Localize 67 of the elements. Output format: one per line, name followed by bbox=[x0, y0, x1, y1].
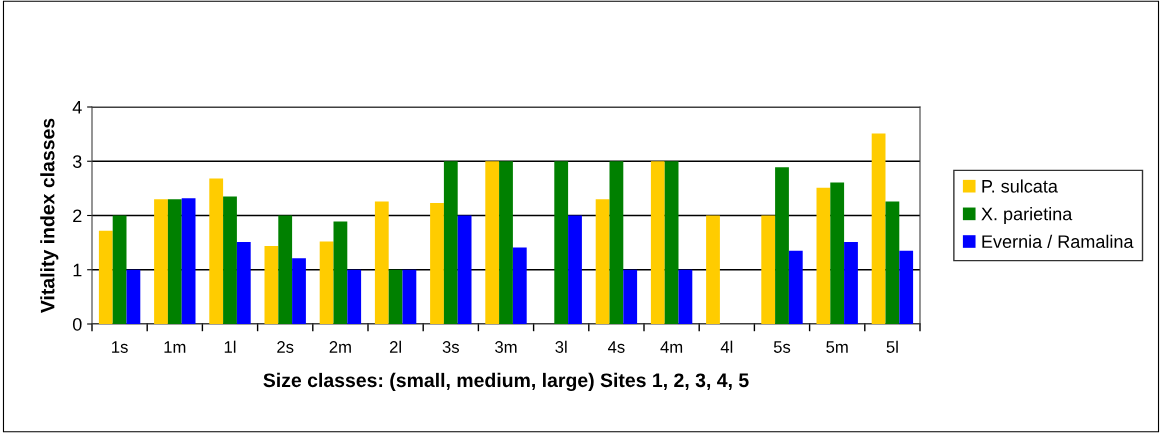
bar bbox=[443, 161, 458, 324]
y-tick-label: 1 bbox=[73, 263, 82, 277]
x-tick-label: 4m bbox=[660, 341, 683, 353]
y-tick-label: 2 bbox=[73, 209, 82, 223]
bar bbox=[595, 199, 610, 324]
x-tick-label: 1s bbox=[112, 341, 128, 353]
bar bbox=[278, 215, 293, 324]
bar bbox=[485, 161, 500, 324]
bar bbox=[236, 242, 251, 324]
bar bbox=[623, 269, 638, 324]
bar bbox=[126, 269, 141, 324]
bar bbox=[181, 198, 196, 324]
x-tick-label: 5l bbox=[886, 340, 898, 353]
bar bbox=[98, 230, 113, 324]
bar bbox=[678, 269, 693, 324]
bar bbox=[664, 161, 679, 324]
x-axis-title: Size classes: (small, medium, large) Sites 1, 2, 3, 4, 5 bbox=[263, 372, 749, 392]
bar bbox=[167, 199, 182, 324]
bar bbox=[292, 258, 306, 324]
y-tick-label: 0 bbox=[72, 317, 82, 331]
legend-label: X. parietina bbox=[981, 207, 1073, 224]
bar bbox=[830, 182, 845, 324]
x-tick-label: 5m bbox=[826, 341, 848, 353]
x-tick-label: 3l bbox=[555, 340, 567, 353]
x-tick-label: 4s bbox=[607, 341, 625, 353]
bar bbox=[333, 221, 348, 324]
legend-label: P. sulcata bbox=[982, 179, 1058, 193]
y-tick-label: 4 bbox=[72, 101, 82, 114]
bar bbox=[430, 203, 444, 324]
bar bbox=[554, 161, 569, 324]
bar bbox=[706, 215, 720, 324]
bar bbox=[568, 215, 582, 324]
bar bbox=[816, 187, 831, 324]
bar bbox=[223, 196, 237, 324]
bar bbox=[374, 201, 389, 324]
bar bbox=[402, 269, 417, 324]
x-tick-label: 1m bbox=[164, 341, 186, 353]
bar bbox=[871, 133, 886, 324]
bar bbox=[154, 199, 168, 324]
bar bbox=[499, 161, 513, 324]
bar bbox=[775, 167, 789, 324]
bar bbox=[388, 269, 403, 324]
bar bbox=[609, 161, 624, 324]
x-tick-label: 2l bbox=[389, 340, 401, 353]
bar bbox=[264, 245, 279, 324]
y-axis-title: Vitality index classes bbox=[40, 118, 59, 313]
bar bbox=[899, 250, 914, 324]
x-tick-label: 4l bbox=[720, 340, 733, 353]
bar bbox=[844, 242, 858, 324]
x-tick-label: 3s bbox=[442, 341, 459, 353]
bar bbox=[761, 215, 776, 324]
bar bbox=[512, 247, 527, 324]
bar bbox=[457, 215, 472, 324]
y-tick-label: 3 bbox=[72, 155, 82, 168]
bar bbox=[112, 215, 127, 324]
bar bbox=[347, 269, 362, 324]
x-tick-label: 2m bbox=[329, 341, 351, 353]
bar bbox=[650, 161, 665, 324]
x-tick-label: 1l bbox=[224, 340, 236, 353]
legend-label: Evernia / Ramalina bbox=[982, 234, 1134, 249]
bar bbox=[209, 178, 224, 324]
bar bbox=[319, 241, 334, 324]
bar bbox=[885, 201, 900, 324]
bar bbox=[788, 250, 803, 324]
x-tick-label: 2s bbox=[277, 341, 294, 353]
x-tick-label: 3m bbox=[495, 341, 517, 353]
x-tick-label: 5s bbox=[773, 341, 791, 353]
